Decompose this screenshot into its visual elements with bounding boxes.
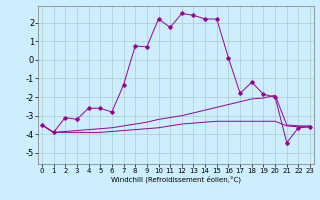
X-axis label: Windchill (Refroidissement éolien,°C): Windchill (Refroidissement éolien,°C) [111, 176, 241, 183]
